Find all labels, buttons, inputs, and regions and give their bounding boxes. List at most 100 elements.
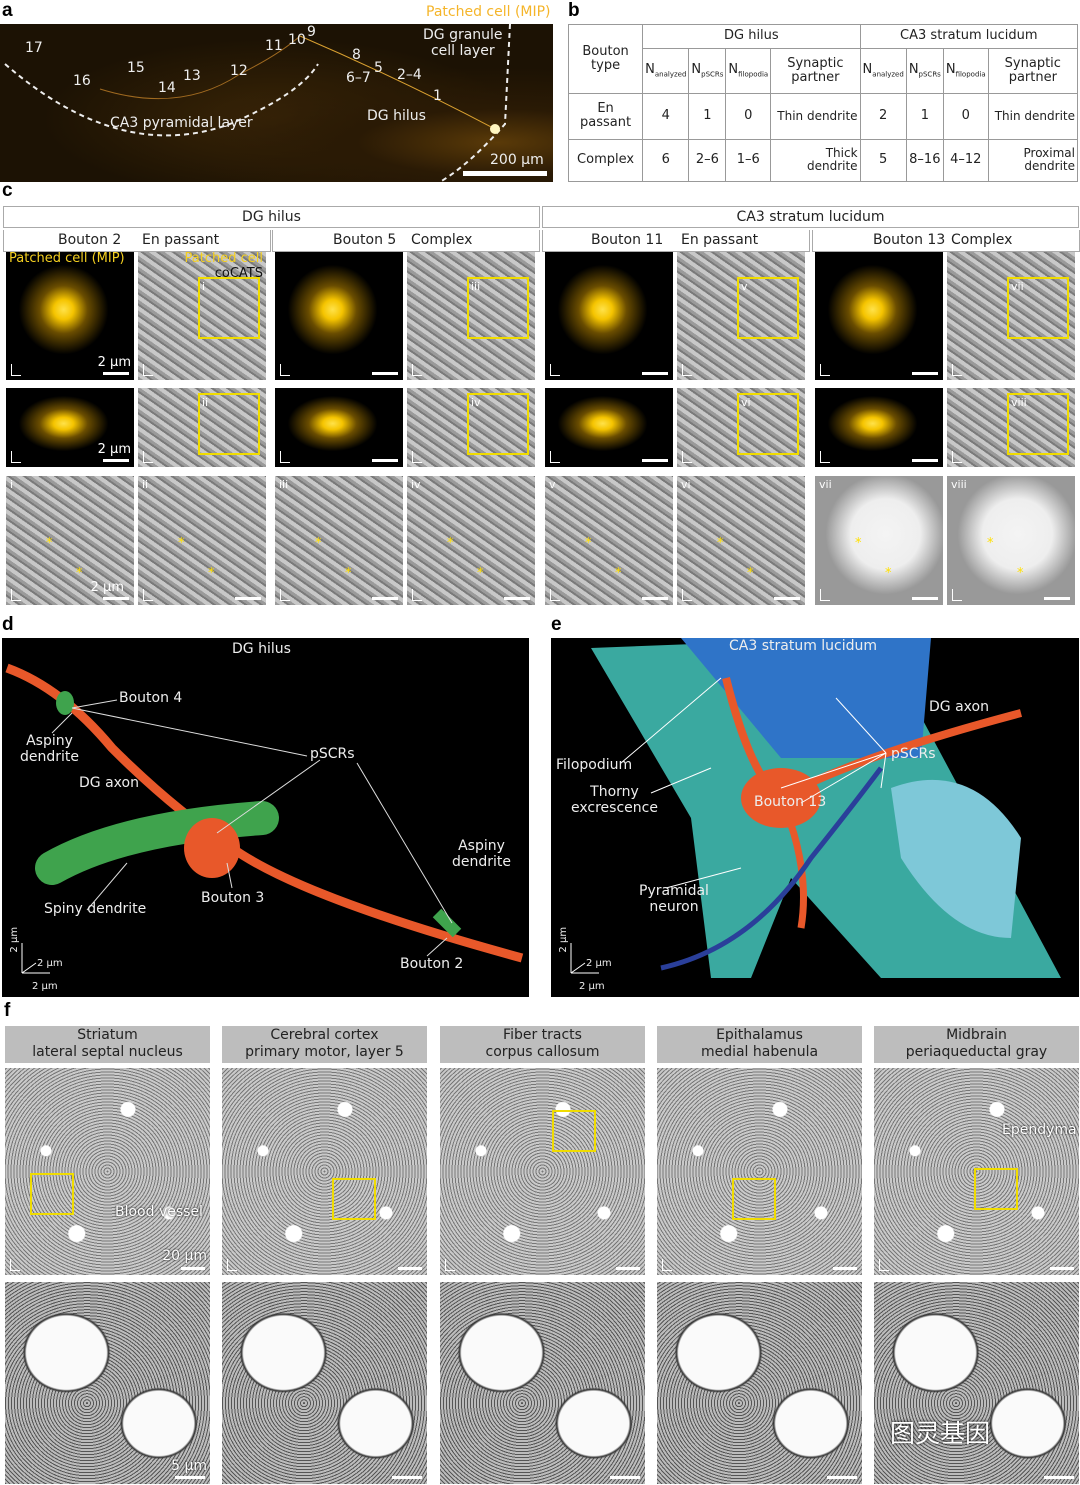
roi-label: v [741,280,748,293]
region-subname: periaqueductal gray [905,1044,1048,1060]
crop-label: v [549,478,556,491]
bouton-number-label: 17 [25,40,43,56]
axis-icon [820,589,830,601]
em-tile: vii * * [815,476,943,605]
scale-bar [1044,1476,1074,1479]
scale-bar [827,1476,857,1479]
table-cell: Thin dendrite [987,93,1079,140]
region-header: Fiber tracts corpus callosum [440,1026,645,1063]
crop-label: ii [142,478,149,491]
pscr-marker: * [987,536,994,551]
scale-z: 2 μm [558,926,570,953]
group-ca3: CA3 stratum lucidum [859,24,1079,49]
scale-bar [912,597,938,600]
overview-em-image: Ependyma [874,1068,1079,1275]
em-tile: ii * * [138,476,266,605]
panel-label-f: f [4,1000,11,1021]
pscr-marker: * [585,536,592,551]
region-header: Striatum lateral septal nucleus [5,1026,210,1063]
e-label: DG axon [929,699,989,715]
row-type: En passant [567,93,644,140]
e-label: Pyramidal neuron [639,883,709,916]
fluorescence-tile [545,252,673,380]
scale-bar [103,372,129,375]
fluorescence-tile: 2 μm [6,388,134,467]
group-dg: DG hilus [642,24,861,49]
axis-icon [820,364,830,376]
n-subscript: filopodia [955,70,986,79]
e-label: pSCRs [891,746,936,762]
sub-header-partner: Synaptic partner [770,47,861,95]
ca3-3d-render: CA3 stratum lucidum DG axon pSCRs Filopodiu… [551,638,1079,997]
overview-em-image [222,1068,427,1275]
axis-icon [952,451,962,463]
n-label: N [691,61,702,77]
sub-header-n: Nanalyzed [642,47,690,95]
em-tile: i Patched cell coCATS [138,252,266,380]
a-legend: Patched cell (MIP) [426,4,551,20]
scale-label: 2 μm [97,355,131,371]
roi-box [1007,277,1069,339]
e-title: CA3 stratum lucidum [729,638,878,654]
bouton-name: Bouton 11 [591,232,664,248]
table-cell: Thin dendrite [770,93,861,140]
e-label: Filopodium [556,757,633,773]
axis-icon [143,589,153,601]
scale-bar [103,459,129,462]
dg-hilus-3d-render: Bouton 4 Aspiny dendrite DG axon pSCRs Aspin… [2,638,529,997]
table-cell: 8–16 [905,138,944,183]
region-header: Cerebral cortex primary motor, layer 5 [222,1026,427,1063]
bouton-number-label: 13 [183,68,201,84]
scale-bar [235,597,261,600]
legend-cocats: coCATS [214,266,263,281]
roi-box [1007,393,1069,455]
bouton-number-label: 15 [127,60,145,76]
n-subscript: analyzed [872,70,904,79]
sub-header-n: Nanalyzed [859,47,907,95]
table-cell: 4 [642,93,690,140]
fluorescence-tile [545,388,673,467]
axis-icon [280,451,290,463]
sub-header-n: NpSCRs [905,47,944,95]
scale-bar [642,597,668,600]
axis-icon [143,364,153,376]
roi-label: i [202,280,206,293]
scale-x: 2 μm [32,981,58,992]
col-bouton-type: Bouton type [567,23,644,95]
table-cell: 4–12 [942,138,989,183]
scale-bar [175,1476,205,1479]
scale-bar [1044,597,1070,600]
table-cell: 2–6 [688,138,727,183]
d-label: Bouton 3 [201,890,265,906]
scale-label: 5 μm [171,1458,207,1474]
n-label: N [862,61,873,77]
table-cell: 0 [942,93,989,140]
bouton-name: Bouton 13 [873,232,946,248]
fluorescence-tile [275,388,403,467]
region-subname: corpus callosum [485,1044,600,1060]
d-label: Aspiny dendrite [20,733,80,766]
scale-bar [616,1267,640,1270]
scale-bar [372,372,398,375]
region-subname: primary motor, layer 5 [245,1044,404,1060]
pscr-marker: * [477,566,484,581]
em-tile: v [677,252,805,380]
axis-icon [10,1259,20,1271]
crop-label: iii [279,478,289,491]
c-col-header: Bouton 5 Complex [272,230,540,252]
c-group-ca3: CA3 stratum lucidum [542,206,1079,228]
n-subscript: analyzed [654,70,687,79]
table-cell: 0 [725,93,772,140]
roi-box [198,277,260,339]
scale-bar [103,597,129,600]
scale-label: 2 μm [97,442,131,458]
scale-bar [504,597,530,600]
roi-label: iii [471,280,481,293]
n-label: N [728,61,739,77]
roi-box [467,393,529,455]
region-name: Cerebral cortex [270,1027,379,1043]
c-col-header: Bouton 11 En passant [542,230,810,252]
annotation: Ependyma [1002,1122,1077,1138]
overview-em-image [657,1068,862,1275]
axis-icon [820,451,830,463]
